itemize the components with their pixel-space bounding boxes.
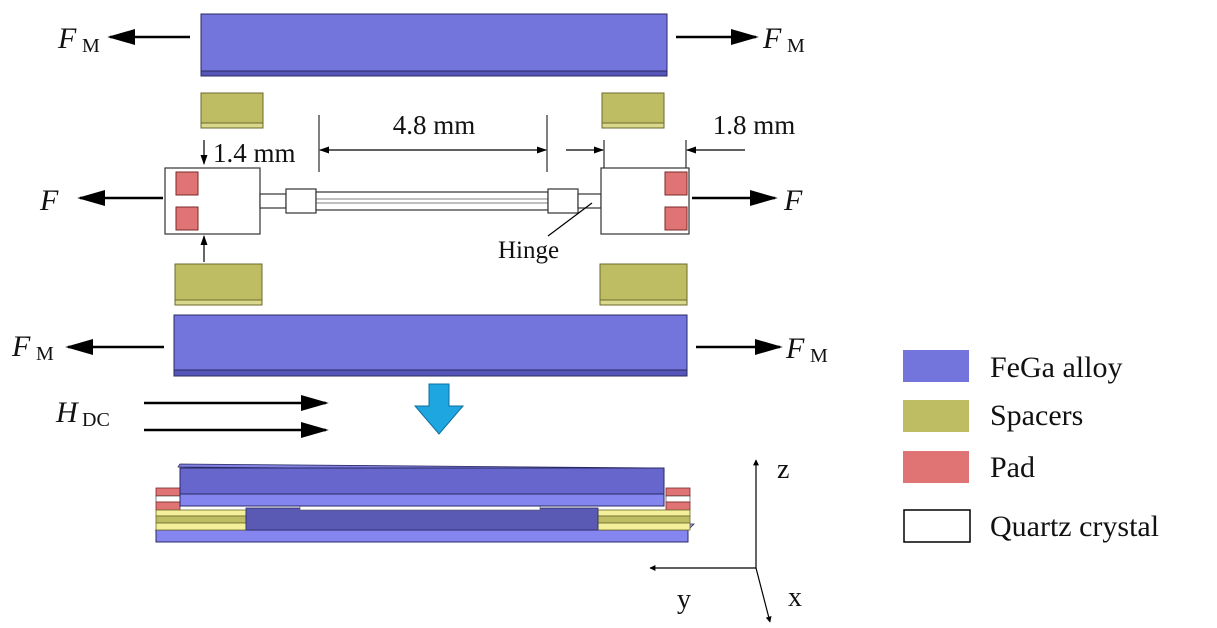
quartz-crystal — [164, 167, 690, 235]
right-gap-label: 1.8 mm — [713, 110, 796, 140]
dimension-right-gap: 1.8 mm — [566, 110, 795, 168]
legend-swatch-quartz — [903, 509, 971, 543]
force-label: F — [39, 184, 59, 217]
bottom-fega-plate — [173, 314, 688, 377]
hinge-label: Hinge — [498, 237, 559, 264]
assembly-arrow-icon — [413, 383, 465, 435]
spacer-top-left — [200, 92, 264, 129]
coordinate-axes: z y x — [649, 454, 802, 623]
h-dc-field: H DC — [55, 395, 329, 438]
legend-label-quartz: Quartz crystal — [990, 510, 1159, 543]
force-bottom-right: F M — [696, 332, 828, 367]
force-bottom-left: F M — [11, 330, 164, 365]
legend-item-pad: Pad — [903, 451, 1035, 484]
legend-swatch-spacers — [903, 400, 969, 432]
legend-swatch-fega — [903, 350, 969, 382]
spacer-bottom-right — [599, 263, 688, 306]
force-label: F — [783, 184, 803, 217]
spacer-bottom-left — [174, 263, 263, 306]
force-m-label: F — [785, 332, 805, 365]
force-m-label: F — [57, 22, 77, 55]
pads-right — [664, 171, 688, 231]
spacer-top-right — [601, 92, 665, 129]
force-m-subscript: M — [82, 35, 100, 57]
force-mid-left: F — [39, 184, 163, 217]
force-m-label: F — [11, 330, 31, 363]
force-m-label: F — [762, 22, 782, 55]
pad-gap-label: 1.4 mm — [213, 138, 296, 168]
force-m-subscript: M — [810, 345, 828, 367]
legend-item-fega: FeGa alloy — [903, 350, 1122, 384]
hinge-callout: Hinge — [498, 202, 593, 264]
h-dc-subscript: DC — [82, 409, 110, 431]
axis-x-label: x — [788, 582, 802, 613]
top-fega-plate — [200, 13, 668, 77]
force-top-left: F M — [57, 22, 190, 57]
axis-y-label: y — [677, 584, 691, 615]
force-m-subscript: M — [36, 343, 54, 365]
force-m-subscript: M — [787, 35, 805, 57]
beam-length-label: 4.8 mm — [393, 110, 476, 140]
dimension-pad-gap: 1.4 mm — [200, 138, 296, 262]
h-dc-label: H — [55, 396, 80, 429]
legend-item-quartz: Quartz crystal — [903, 509, 1159, 543]
legend-swatch-pad — [903, 451, 969, 483]
legend-label-spacers: Spacers — [990, 399, 1083, 432]
force-top-right: F M — [676, 22, 805, 57]
assembled-3d-view — [154, 463, 695, 543]
legend: FeGa alloy Spacers Pad Quartz crystal — [903, 350, 1159, 543]
legend-label-fega: FeGa alloy — [990, 351, 1122, 384]
dimension-beam-length: 4.8 mm — [318, 110, 548, 172]
force-mid-right: F — [692, 184, 803, 217]
pads-left — [175, 171, 199, 231]
legend-item-spacers: Spacers — [903, 399, 1083, 432]
axis-z-label: z — [777, 454, 789, 485]
legend-label-pad: Pad — [990, 451, 1035, 484]
